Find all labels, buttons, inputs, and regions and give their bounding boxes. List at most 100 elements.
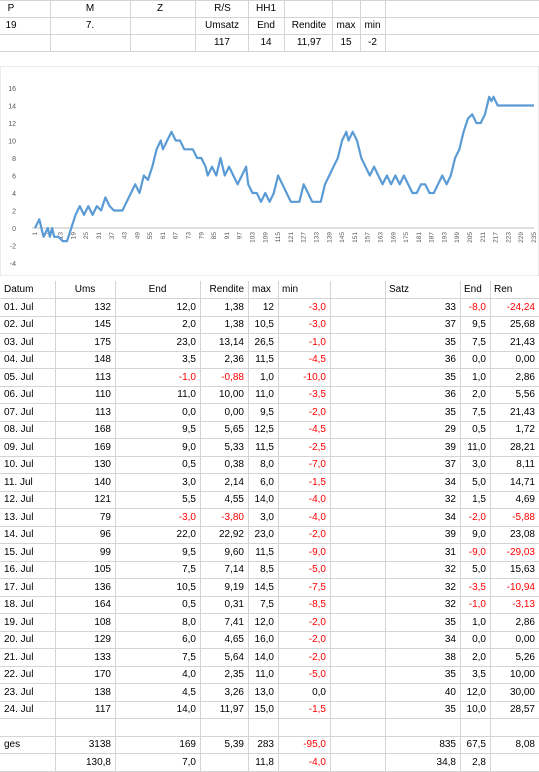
cell-satz[interactable]: 32 [444,564,456,575]
cell-min[interactable]: -2,0 [308,616,326,628]
cell-ums[interactable]: 138 [94,686,111,698]
cell-rendite[interactable]: 4,55 [224,494,244,505]
cell-max[interactable]: 11,5 [255,441,274,453]
cell-min[interactable]: -7,0 [308,459,326,470]
cell-end[interactable]: 8,0 [182,616,196,628]
cell-end[interactable]: 4,5 [182,686,196,698]
cell-end[interactable]: 11,0 [177,389,196,400]
cell-ren[interactable]: -29,03 [506,546,535,558]
cell-min[interactable]: -2,0 [308,406,326,418]
column-header-satz[interactable]: Satz [389,284,410,295]
cell-ums[interactable]: 148 [94,354,111,365]
cell-ums[interactable]: 170 [94,669,111,680]
cell-max[interactable]: 11,5 [255,546,274,558]
cell-end[interactable]: 0,5 [182,459,196,470]
cell-end2[interactable]: 12,0 [466,686,486,698]
column-header-end[interactable]: End [148,284,167,295]
cell-end[interactable]: 0,0 [182,406,196,418]
total-ren[interactable]: 8,08 [515,739,535,750]
average-ums[interactable]: 130,8 [85,756,111,768]
total-min[interactable]: -95,0 [303,739,326,750]
cell-date[interactable]: 11. Jul [4,476,33,488]
cell-date[interactable]: 12. Jul [4,494,34,505]
cell-end2[interactable]: 3,0 [472,459,486,470]
average-max[interactable]: 11,8 [255,756,274,768]
cell-satz[interactable]: 35 [444,704,456,715]
cell-rendite[interactable]: 7,41 [224,616,244,628]
cell-p-value[interactable]: 19 [5,20,17,31]
average-satz[interactable]: 34,8 [436,756,456,768]
cell-ren[interactable]: 5,26 [515,651,535,663]
cell-satz[interactable]: 37 [444,319,456,330]
cell-satz[interactable]: 34 [444,634,456,645]
cell-ren[interactable]: -5,88 [512,511,535,523]
cell-date[interactable]: 20. Jul [4,634,34,645]
cell-date[interactable]: 23. Jul [4,686,34,698]
header-m[interactable]: M [85,3,95,14]
cell-min[interactable]: -4,5 [308,424,326,435]
cell-date[interactable]: 16. Jul [4,564,34,575]
cell-max-label[interactable]: max [336,20,356,31]
cell-end2[interactable]: 7,5 [472,336,486,348]
cell-min-value[interactable]: -2 [368,37,377,48]
cell-end[interactable]: -1,0 [178,371,196,383]
cell-max[interactable]: 9,5 [260,406,274,418]
cell-ren[interactable]: 2,86 [515,371,535,383]
cell-ums[interactable]: 96 [99,529,111,540]
cell-max[interactable]: 15,0 [254,704,274,715]
cell-rendite[interactable]: 2,36 [224,354,244,365]
cell-max[interactable]: 8,0 [260,459,274,470]
cell-satz[interactable]: 34 [444,511,456,523]
cell-end2[interactable]: 5,0 [472,564,486,575]
cell-date[interactable]: 10. Jul [4,459,34,470]
cell-end2[interactable]: -8,0 [468,301,486,313]
cell-max[interactable]: 14,0 [254,651,274,663]
cell-satz[interactable]: 33 [444,301,456,313]
cell-satz[interactable]: 38 [444,651,456,663]
column-header-ren[interactable]: Ren [494,284,513,295]
cell-max[interactable]: 12,0 [254,616,274,628]
cell-ums[interactable]: 169 [94,441,111,453]
total-end2[interactable]: 67,5 [466,739,486,750]
cell-end2[interactable]: 2,0 [472,389,486,400]
cell-ren[interactable]: 14,71 [509,476,535,488]
cell-rendite[interactable]: 4,65 [224,634,244,645]
cell-end2[interactable]: 0,5 [472,424,486,435]
average-end2[interactable]: 2,8 [472,756,486,768]
cell-end[interactable]: 4,0 [182,669,196,680]
column-header-date[interactable]: Datum [4,284,34,295]
cell-ren[interactable]: 28,21 [509,441,535,453]
cell-satz[interactable]: 39 [444,441,456,453]
total-rendite[interactable]: 5,39 [224,739,244,750]
cell-end-value[interactable]: 14 [260,37,272,48]
cell-min[interactable]: -4,5 [308,354,326,365]
cell-min[interactable]: -2,0 [308,651,326,663]
cell-ren[interactable]: 23,08 [509,529,535,540]
cell-max[interactable]: 8,5 [260,564,274,575]
cell-ums[interactable]: 99 [99,546,111,558]
total-end[interactable]: 169 [179,739,196,750]
header-rs[interactable]: R/S [214,3,231,14]
cell-end[interactable]: 2,0 [182,319,196,330]
cell-min[interactable]: -2,0 [308,529,326,540]
cell-end[interactable]: 14,0 [176,704,196,715]
cell-ums[interactable]: 140 [94,476,111,488]
cell-satz[interactable]: 35 [444,406,456,418]
cell-end[interactable]: -3,0 [178,511,196,523]
cell-ums[interactable]: 121 [94,494,111,505]
cell-end2[interactable]: 1,0 [472,616,486,628]
cell-end[interactable]: 7,5 [182,564,196,575]
cell-satz[interactable]: 40 [444,686,456,698]
cell-satz[interactable]: 39 [444,529,456,540]
cell-rendite[interactable]: 5,65 [224,424,244,435]
cell-ums[interactable]: 145 [94,319,111,330]
cell-end[interactable]: 6,0 [182,634,196,645]
cell-max[interactable]: 1,0 [260,371,274,383]
cell-ren[interactable]: -10,94 [506,581,535,593]
column-header-max[interactable]: max [252,284,271,295]
cell-max[interactable]: 6,0 [260,476,274,488]
cell-rendite[interactable]: 9,60 [224,546,244,558]
cell-ren[interactable]: 15,63 [509,564,535,575]
cell-date[interactable]: 17. Jul [4,581,34,593]
cell-rendite[interactable]: 10,00 [218,389,244,400]
